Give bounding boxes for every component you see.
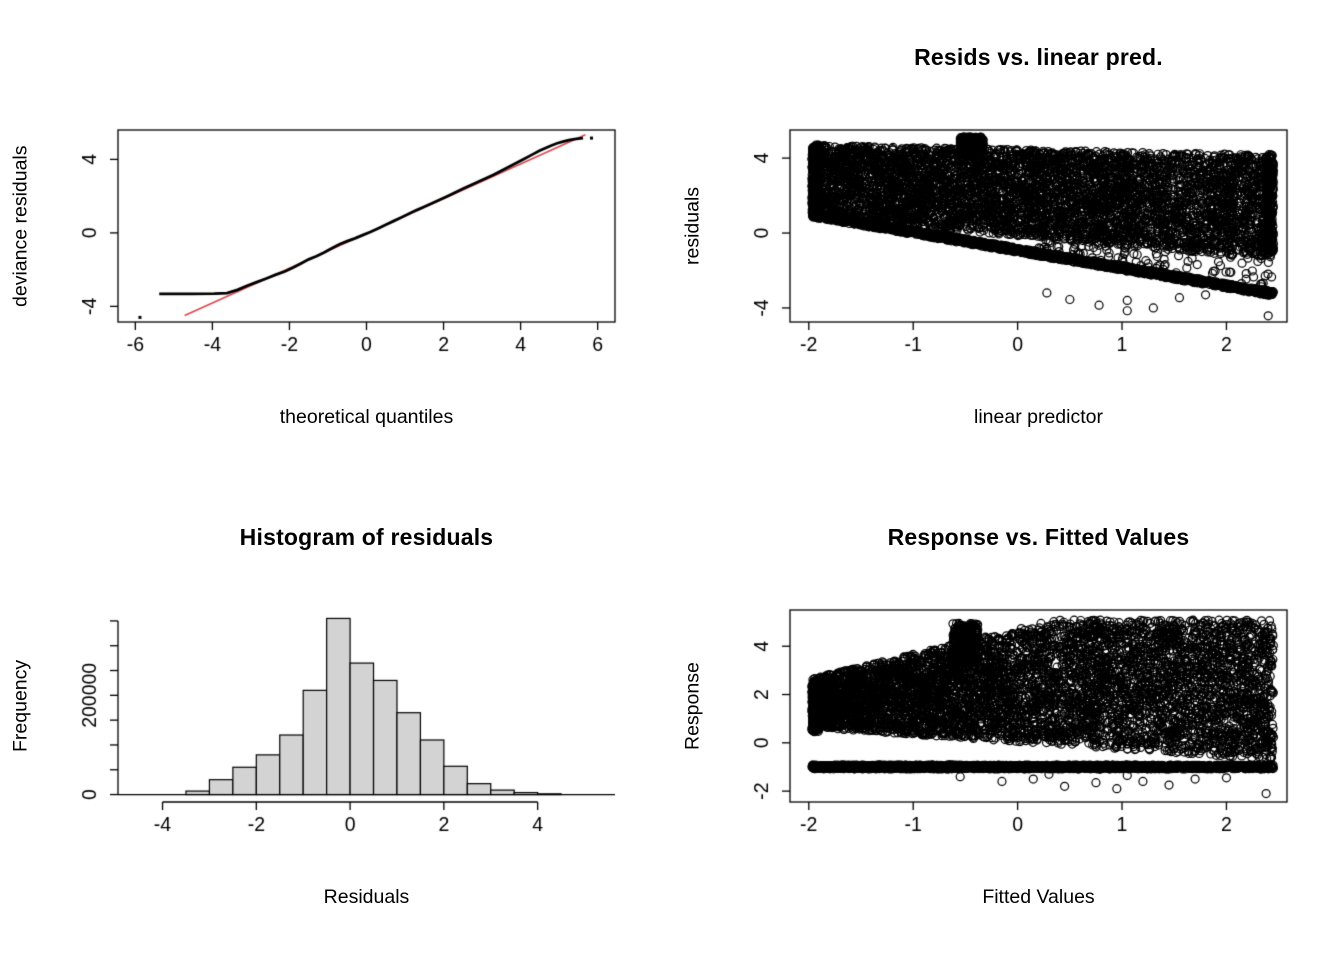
response-vs-fitted-values-title: Response vs. Fitted Values: [887, 524, 1190, 550]
response-vs-fitted-values-ylabel: Response: [680, 610, 706, 802]
histogram-of-residuals-canvas: [0, 480, 672, 960]
resids-vs-linear-pred-canvas: [672, 0, 1344, 480]
response-vs-fitted-values-canvas: [672, 480, 1344, 960]
resids-vs-linear-pred-title: Resids vs. linear pred.: [914, 44, 1163, 70]
panel-resids-vs-linear-pred: Resids vs. linear pred. linear predictor…: [672, 0, 1344, 480]
qq-plot-ylabel: deviance residuals: [8, 130, 34, 322]
qq-plot-xlabel: theoretical quantiles: [279, 406, 454, 428]
histogram-of-residuals-ylabel: Frequency: [8, 610, 34, 802]
resids-vs-linear-pred-ylabel: residuals: [680, 130, 706, 322]
qq-plot-canvas: [0, 0, 672, 480]
histogram-of-residuals-xlabel: Residuals: [323, 886, 410, 908]
panel-histogram-of-residuals: Histogram of residuals Residuals Frequen…: [0, 480, 672, 960]
histogram-of-residuals-title: Histogram of residuals: [239, 524, 494, 550]
histogram-of-residuals-ylabel-text: Frequency: [9, 659, 32, 753]
panel-qq-plot: theoretical quantiles deviance residuals: [0, 0, 672, 480]
response-vs-fitted-values-xlabel: Fitted Values: [982, 886, 1095, 908]
resids-vs-linear-pred-ylabel-text: residuals: [681, 186, 704, 266]
response-vs-fitted-values-ylabel-text: Response: [681, 662, 704, 750]
resids-vs-linear-pred-xlabel: linear predictor: [974, 406, 1103, 428]
panel-response-vs-fitted-values: Response vs. Fitted Values Fitted Values…: [672, 480, 1344, 960]
qq-plot-ylabel-text: deviance residuals: [9, 145, 32, 307]
